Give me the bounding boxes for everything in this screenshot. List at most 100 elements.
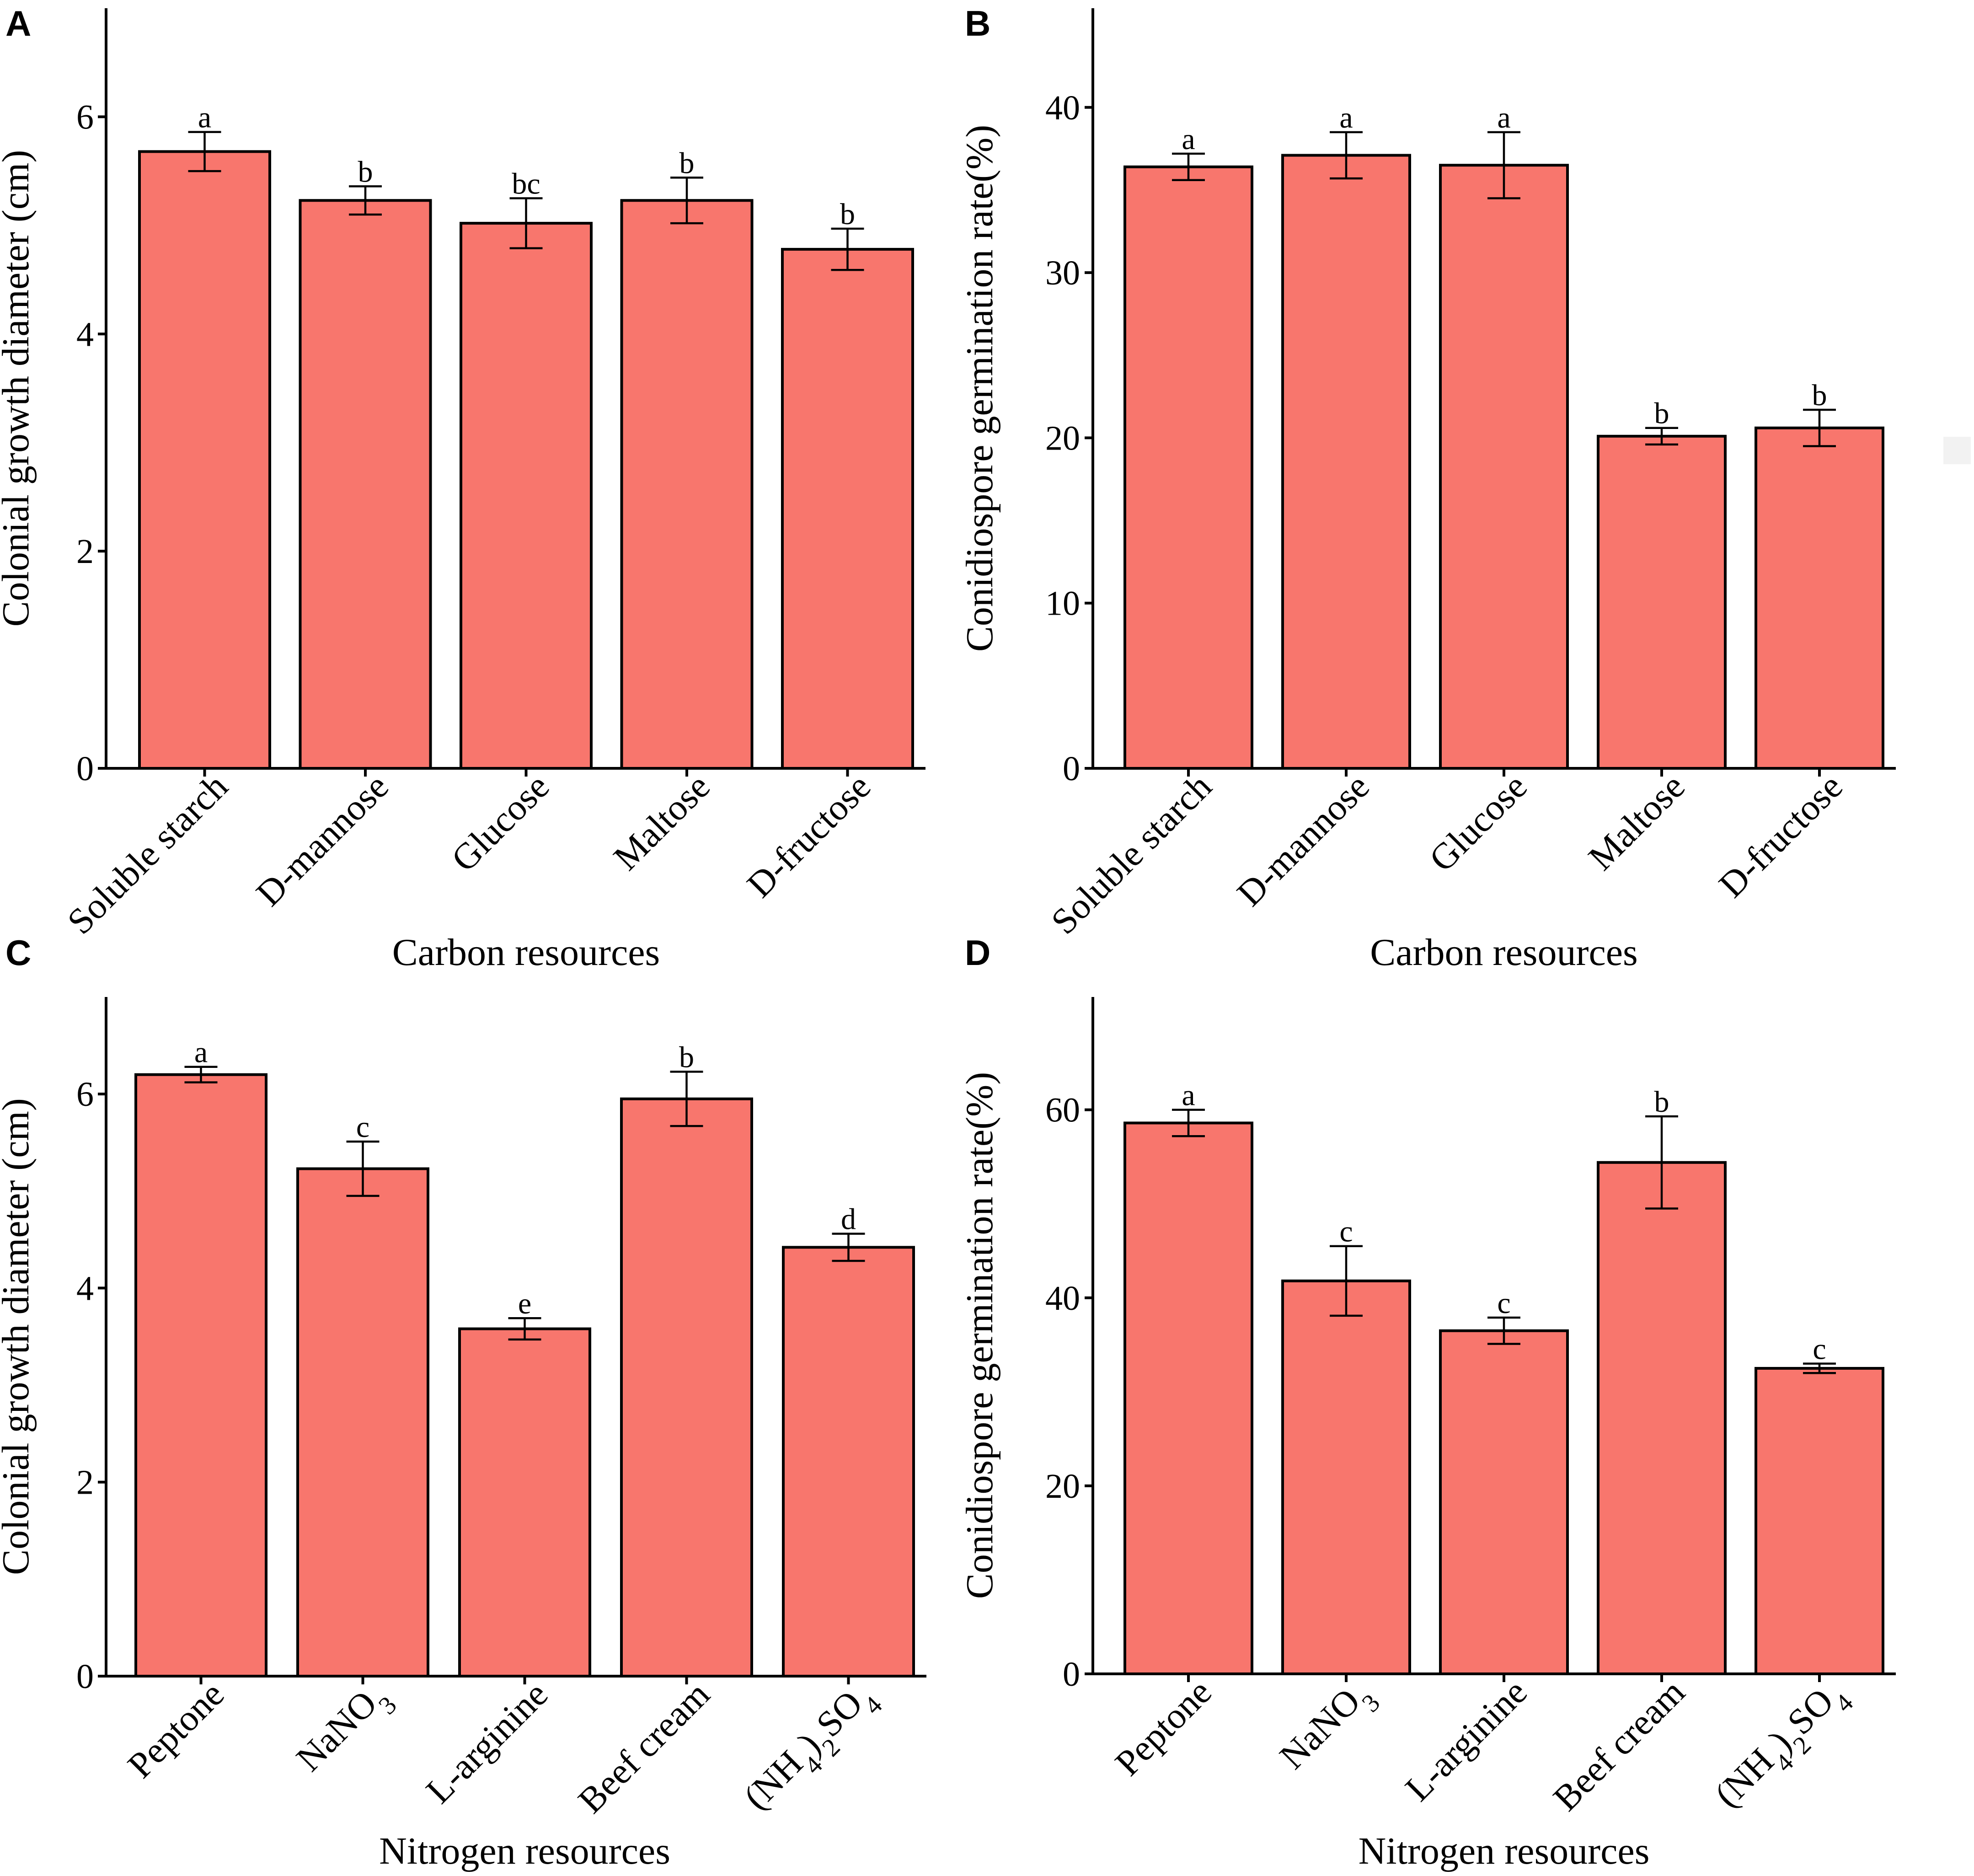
panel-b: Ba Soluble starch a D-mannose a Glucose b Malto…	[958, 3, 1896, 974]
bar	[1755, 426, 1884, 770]
error-bar	[1330, 131, 1363, 180]
bar	[138, 150, 271, 770]
category-label: L-arginine	[1398, 1672, 1535, 1809]
significance-letter: d	[841, 1203, 856, 1236]
y-tick-label: 0	[76, 1657, 94, 1696]
significance-letter: e	[518, 1287, 531, 1320]
significance-letter: b	[1654, 1085, 1669, 1119]
y-axis-title: Conidiospore germination rate(%)	[958, 125, 1001, 652]
panel-letter: D	[965, 933, 990, 973]
error-bar	[1803, 1362, 1836, 1374]
significance-letter: c	[1813, 1333, 1826, 1366]
category-label: D-mannose	[1230, 766, 1377, 914]
significance-letter: a	[198, 101, 211, 134]
error-bar	[349, 185, 382, 216]
y-tick-label: 6	[76, 1075, 94, 1114]
error-bar	[1330, 1245, 1363, 1317]
significance-letter: c	[356, 1110, 369, 1144]
category-label: Peptone	[120, 1674, 232, 1786]
y-axis-title: Colonial growth diameter (cm)	[0, 1098, 37, 1575]
error-bar	[1645, 1115, 1678, 1210]
significance-letter: b	[679, 1040, 694, 1074]
significance-letter: c	[1497, 1286, 1510, 1320]
y-tick-label: 6	[76, 98, 94, 136]
category-label: D-mannose	[249, 766, 396, 914]
significance-letter: bc	[512, 167, 540, 201]
error-bar	[1803, 408, 1836, 447]
y-tick-label: 2	[76, 532, 94, 571]
x-axis-title: Nitrogen resources	[379, 1830, 670, 1872]
category-label: Glucose	[1422, 766, 1535, 880]
bar	[460, 222, 593, 770]
panel-letter: A	[5, 3, 31, 43]
category-label: (NH4)2SO4	[736, 1674, 888, 1826]
bar	[1123, 1121, 1253, 1675]
error-bar	[346, 1140, 380, 1197]
bar	[1281, 1279, 1411, 1676]
error-bar	[1172, 152, 1205, 182]
y-tick-label: 40	[1045, 89, 1080, 127]
category-label: Beef cream	[571, 1674, 717, 1821]
panel-a: Aa Soluble starch b D-mannose bc Glucose b Malt…	[0, 3, 925, 974]
bar	[1281, 154, 1411, 770]
significance-letter: a	[1182, 1079, 1195, 1112]
bar	[1597, 1161, 1727, 1675]
bar	[458, 1327, 591, 1678]
error-bar	[670, 177, 703, 225]
y-tick-label: 10	[1045, 584, 1080, 623]
error-bar	[508, 1317, 541, 1341]
error-bar	[831, 227, 864, 271]
error-bar	[670, 1071, 703, 1127]
bar	[1597, 434, 1727, 770]
panel-letter: B	[965, 3, 990, 43]
panel-d: Da Peptone c NaNO3 c L-arginine b Beef cream c (N…	[958, 933, 1896, 1872]
significance-letter: b	[1654, 397, 1669, 430]
category-label: Soluble starch	[1043, 766, 1219, 942]
category-label: Peptone	[1107, 1672, 1219, 1784]
error-bar	[1487, 131, 1520, 199]
bar	[1439, 164, 1569, 770]
significance-letter: b	[679, 146, 695, 180]
category-label: D-fructose	[739, 766, 878, 906]
error-bar	[1172, 1109, 1205, 1137]
y-tick-label: 4	[76, 315, 94, 354]
y-tick-label: 20	[1045, 1467, 1080, 1506]
y-tick-label: 40	[1045, 1279, 1080, 1318]
category-label: Maltose	[606, 766, 717, 878]
x-axis-title: Carbon resources	[1370, 931, 1637, 974]
bar	[1123, 165, 1253, 770]
significance-letter: a	[1339, 101, 1353, 134]
y-tick-label: 0	[1063, 750, 1080, 788]
bar	[620, 1097, 753, 1678]
y-axis-title: Conidiospore germination rate(%)	[958, 1072, 1001, 1599]
error-bar	[184, 1066, 218, 1083]
error-bar	[1487, 1316, 1520, 1345]
category-label: NaNO3	[1272, 1672, 1386, 1785]
bar	[134, 1073, 267, 1678]
bar	[1755, 1367, 1884, 1675]
error-bar	[832, 1233, 865, 1262]
y-tick-label: 0	[1063, 1655, 1080, 1694]
bar	[781, 248, 914, 770]
category-label: Soluble starch	[60, 766, 235, 942]
y-tick-label: 4	[76, 1269, 94, 1308]
panel-c: Ca Peptone c NaNO3 e L-arginine b Beef cream d (N…	[0, 933, 926, 1872]
bar	[620, 199, 754, 770]
category-label: Maltose	[1581, 766, 1692, 878]
significance-letter: b	[1812, 379, 1827, 412]
bar	[1439, 1329, 1569, 1675]
y-tick-label: 60	[1045, 1091, 1080, 1130]
bar	[296, 1167, 429, 1678]
significance-letter: a	[194, 1036, 208, 1069]
y-tick-label: 30	[1045, 254, 1080, 292]
significance-letter: b	[358, 155, 373, 188]
significance-letter: b	[840, 198, 855, 231]
y-tick-label: 0	[76, 750, 94, 788]
y-tick-label: 20	[1045, 419, 1080, 457]
error-bar	[509, 197, 543, 249]
category-label: L-arginine	[418, 1674, 556, 1812]
significance-letter: a	[1182, 123, 1195, 156]
bar	[299, 199, 432, 770]
y-axis-title: Colonial growth diameter (cm)	[0, 150, 37, 627]
